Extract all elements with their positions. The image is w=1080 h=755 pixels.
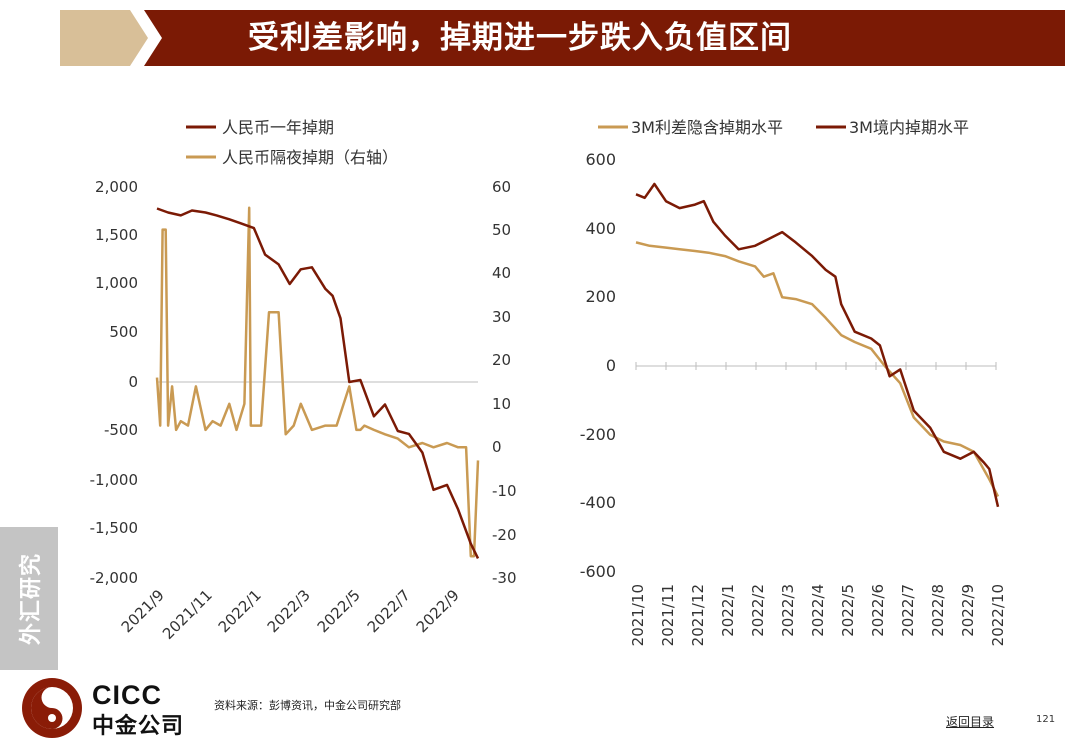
r-y-tick: 200 (585, 287, 616, 306)
back-to-contents-link[interactable]: 返回目录 (946, 715, 995, 729)
title-bar: 受利差影响，掉期进一步跌入负值区间 (60, 10, 1065, 66)
right-y-tick: 40 (492, 264, 511, 282)
right-y-axis-ticks: 60 50 40 30 20 10 0 -10 -20 -30 (492, 178, 517, 587)
title-banner (144, 10, 1065, 66)
r-x-tick: 2022/10 (989, 584, 1007, 646)
r-x-tick: 2022/2 (749, 584, 767, 637)
r-x-tick: 2021/10 (629, 584, 647, 646)
left-y-tick: 500 (109, 323, 138, 341)
r-y-tick: 400 (585, 219, 616, 238)
right-y-tick: 60 (492, 178, 511, 196)
left-x-tick: 2022/7 (364, 586, 414, 636)
legend-label-3m-onshore: 3M境内掉期水平 (849, 118, 969, 137)
left-x-tick: 2022/9 (413, 586, 463, 636)
right-chart: 3M利差隐含掉期水平 3M境内掉期水平 600 400 200 0 -200 -… (580, 118, 1007, 646)
left-chart-lines (155, 206, 480, 559)
cicc-logo-icon (22, 678, 82, 738)
r-x-tick: 2022/7 (899, 584, 917, 637)
r-x-tick: 2022/6 (869, 584, 887, 637)
side-tab[interactable]: 外汇研究 (0, 527, 58, 670)
left-x-tick: 2022/1 (215, 586, 265, 636)
series-line-cny-overnight (155, 206, 480, 558)
legend-label-cny-on: 人民币隔夜掉期（右轴） (222, 148, 398, 167)
r-y-tick: -200 (580, 425, 616, 444)
legend-label-cny-1y: 人民币一年掉期 (222, 118, 334, 137)
right-y-tick: -30 (492, 569, 517, 587)
left-y-tick: 1,000 (95, 274, 138, 292)
r-x-tick: 2022/5 (839, 584, 857, 637)
source-note: 资料来源：彭博资讯，中金公司研究部 (214, 699, 401, 712)
r-x-tick: 2021/11 (659, 584, 677, 646)
cicc-logo: CICC 中金公司 (20, 676, 195, 740)
logo-text-en: CICC (92, 680, 162, 710)
r-y-tick: -400 (580, 493, 616, 512)
r-x-tick: 2022/1 (719, 584, 737, 637)
series-line-cny-1y (156, 207, 480, 559)
left-y-tick: -2,000 (90, 569, 138, 587)
left-y-tick: -1,000 (90, 471, 138, 489)
right-chart-lines (635, 182, 1000, 508)
right-y-tick: 10 (492, 395, 511, 413)
side-tab-label: 外汇研究 (19, 552, 44, 645)
r-x-tick: 2021/12 (689, 584, 707, 646)
right-y-tick: 50 (492, 221, 511, 239)
left-x-tick: 2022/3 (264, 586, 314, 636)
r-x-tick: 2022/9 (959, 584, 977, 637)
left-chart: 人民币一年掉期 人民币隔夜掉期（右轴） 2,000 1,500 1,000 50… (90, 118, 517, 643)
right-y-tick: 20 (492, 351, 511, 369)
left-x-tick: 2021/11 (159, 586, 216, 643)
right-y-tick: -10 (492, 482, 517, 500)
left-y-tick: 2,000 (95, 178, 138, 196)
r-x-tick: 2022/4 (809, 584, 827, 637)
right-y-tick: 30 (492, 308, 511, 326)
left-y-tick: -500 (104, 421, 138, 439)
right-chart-x-axis-ticks: 2021/10 2021/11 2021/12 2022/1 2022/2 20… (629, 584, 1007, 646)
r-y-tick: -600 (580, 562, 616, 581)
page-title: 受利差影响，掉期进一步跌入负值区间 (248, 20, 792, 56)
r-y-tick: 600 (585, 150, 616, 169)
series-line-3m-implied (635, 241, 1000, 498)
left-x-tick: 2022/5 (314, 586, 364, 636)
title-bar-shape (60, 10, 1065, 66)
r-x-tick: 2022/8 (929, 584, 947, 637)
right-y-tick: 0 (492, 438, 502, 456)
right-y-tick: -20 (492, 526, 517, 544)
left-y-axis-ticks: 2,000 1,500 1,000 500 0 -500 -1,000 -1,5… (90, 178, 138, 587)
right-chart-x-minor-ticks (635, 362, 997, 370)
left-x-axis-ticks: 2021/9 2021/11 2022/1 2022/3 2022/5 2022… (118, 586, 463, 643)
page-number: 121 (1036, 714, 1056, 725)
r-x-tick: 2022/3 (779, 584, 797, 637)
left-y-tick: -1,500 (90, 519, 138, 537)
left-y-tick: 0 (128, 373, 138, 391)
series-line-3m-onshore (635, 182, 1000, 508)
legend-label-3m-implied: 3M利差隐含掉期水平 (631, 118, 783, 137)
r-y-tick: 0 (606, 356, 616, 375)
right-chart-y-axis-ticks: 600 400 200 0 -200 -400 -600 (580, 150, 616, 581)
title-accent-chevron (60, 10, 148, 66)
logo-text-cn: 中金公司 (92, 714, 185, 739)
left-y-tick: 1,500 (95, 226, 138, 244)
